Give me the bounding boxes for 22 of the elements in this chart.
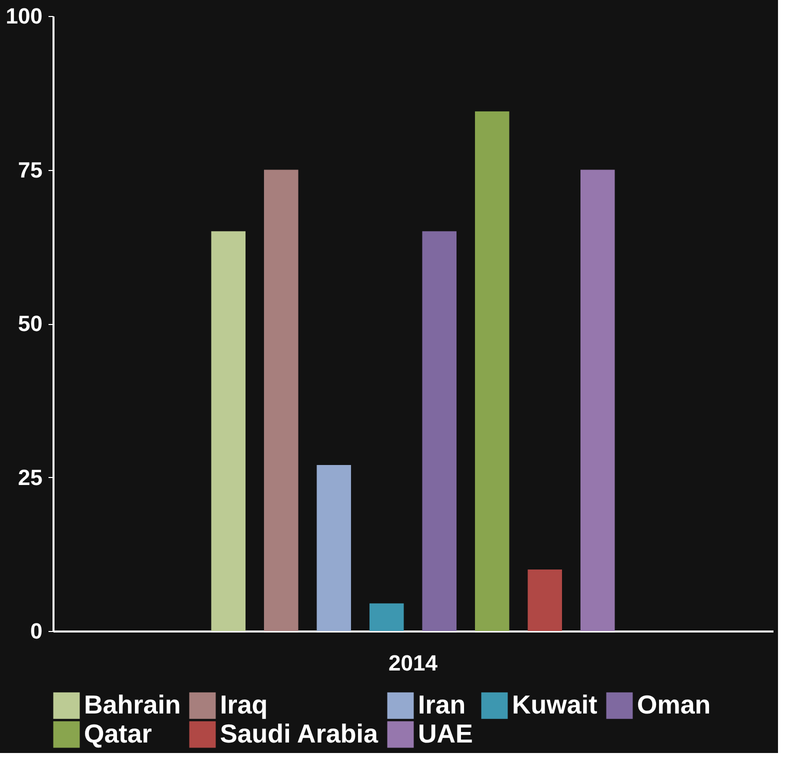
legend-label: Qatar [84,718,152,748]
bar [264,170,298,631]
legend-label: Oman [637,690,711,720]
legend-label: Saudi Arabia [220,718,379,748]
x-tick-label: 2014 [388,650,438,676]
bar [369,603,404,631]
bar [422,231,457,631]
bar [211,231,246,631]
legend-label: Bahrain [84,690,181,720]
legend-label: UAE [418,718,473,748]
bar [528,570,562,631]
y-tick-label: 100 [6,4,42,28]
bar [316,464,352,631]
y-tick-label: 75 [18,157,42,182]
legend-label: Iraq [220,690,268,720]
legend-label: Iran [418,690,466,720]
y-tick-label: 25 [18,464,42,490]
bar [474,111,510,631]
legend-label: Kuwait [512,690,598,720]
y-tick-label: 50 [18,311,42,336]
y-tick-label: 0 [30,618,42,644]
bar [580,170,615,631]
